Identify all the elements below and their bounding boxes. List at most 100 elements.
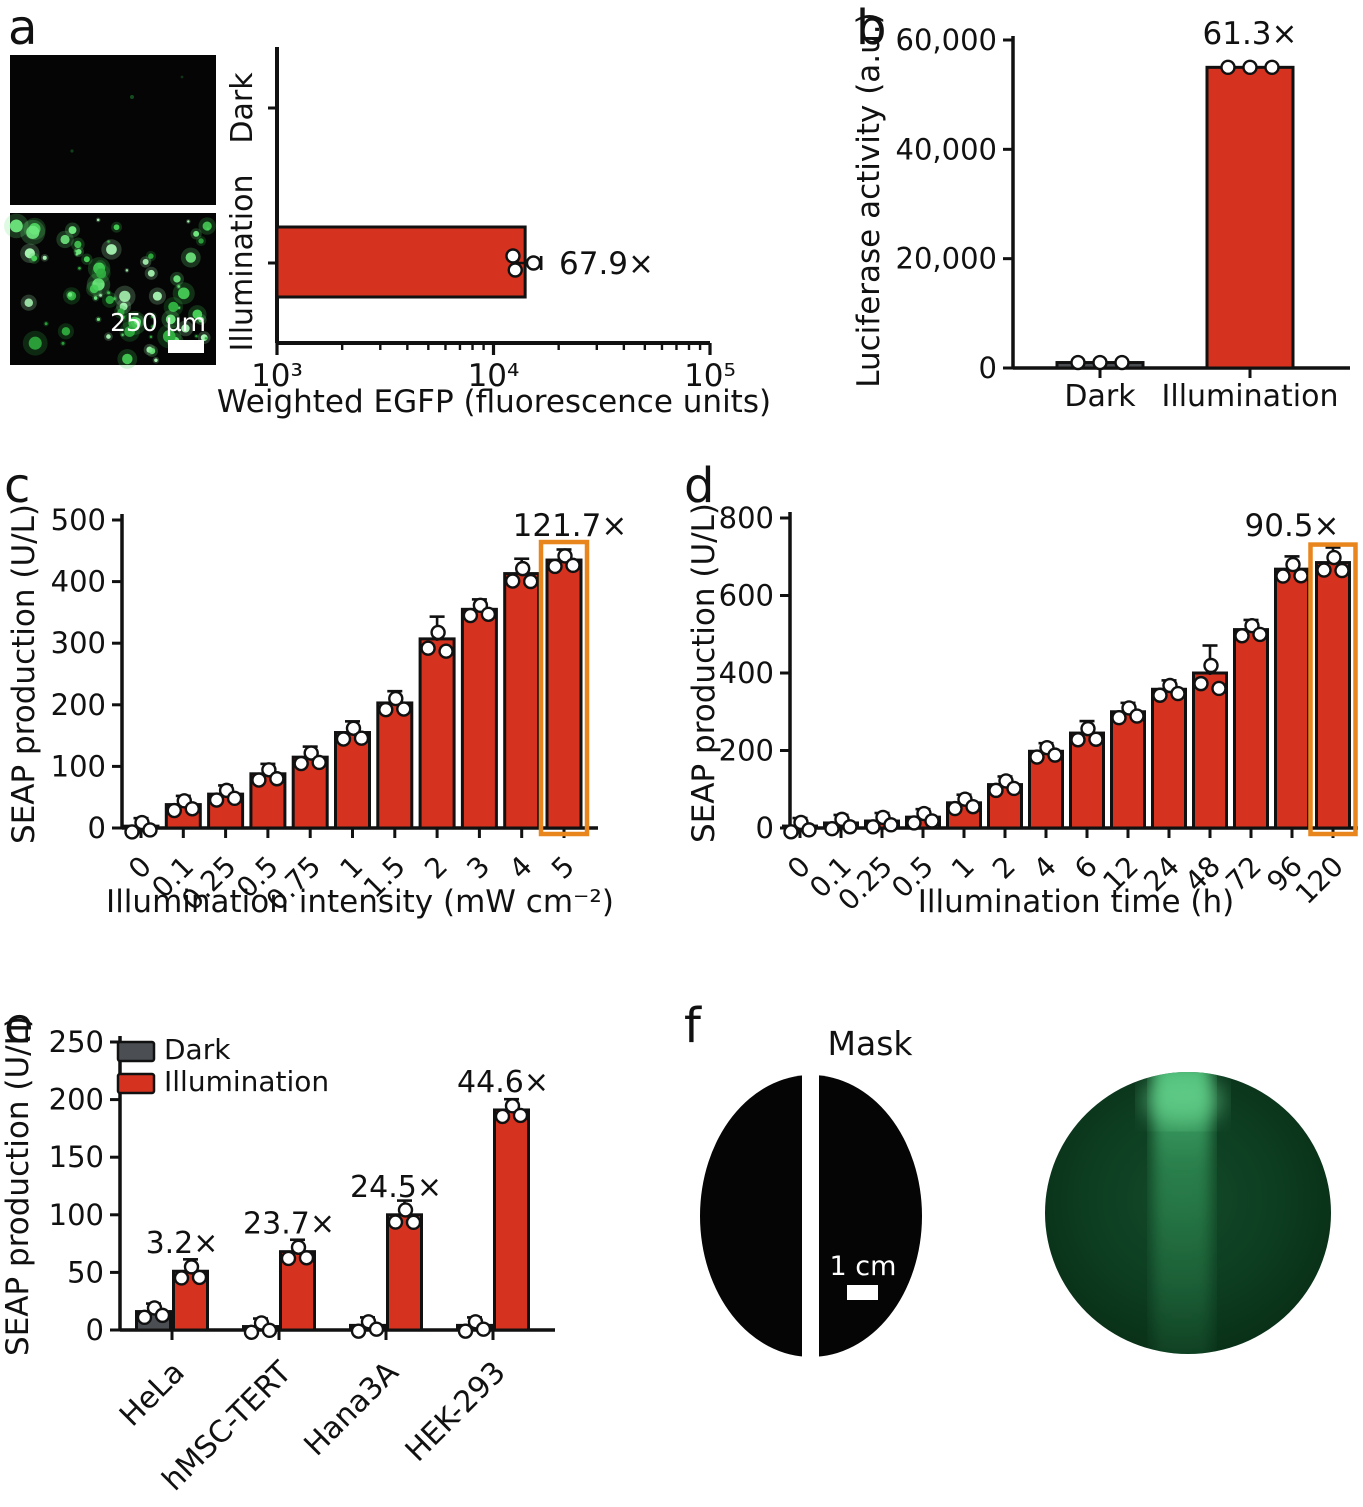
data-point — [387, 1214, 404, 1230]
data-point — [1326, 549, 1342, 566]
data-point — [261, 1322, 278, 1339]
y-tick-label: 50 — [67, 1255, 104, 1289]
bar-illumination-Hana3A — [386, 1213, 423, 1332]
cell-dot — [121, 333, 124, 337]
data-point — [166, 802, 183, 819]
data-point — [226, 790, 243, 807]
cell-dot — [107, 291, 111, 295]
data-point — [1088, 731, 1104, 747]
cell-dot — [28, 336, 42, 350]
data-point — [243, 1324, 260, 1340]
y-tick-label: 300 — [51, 626, 106, 660]
cell-dot — [168, 301, 179, 313]
scale-bar-label: 250 µm — [110, 308, 206, 337]
cell-dot — [119, 290, 131, 303]
x-tick-label: HeLa — [113, 1355, 192, 1434]
cell-dot — [198, 238, 204, 244]
data-point — [906, 815, 922, 831]
data-point — [350, 1323, 367, 1339]
x-tick-label: 2 — [986, 850, 1022, 886]
cell-dot — [177, 285, 181, 288]
fold-annotation: 3.2× — [146, 1226, 219, 1261]
data-point — [420, 640, 436, 656]
data-point — [801, 822, 817, 838]
y-tick-label: 60,000 — [896, 23, 997, 57]
x-tick-label: 5 — [545, 850, 581, 886]
y-axis-title: SEAP production (U/L) — [686, 503, 722, 843]
cell-dot — [78, 266, 81, 270]
data-point — [298, 1250, 315, 1266]
cell-dot — [60, 234, 70, 245]
cell-dot — [99, 293, 102, 297]
data-point — [368, 1321, 385, 1337]
faint-cell-dot — [70, 149, 74, 153]
data-point — [1293, 568, 1309, 584]
y-tick-label: 200 — [49, 1083, 104, 1117]
cell-dot — [154, 358, 158, 363]
cell-dot — [198, 316, 205, 323]
data-point — [475, 1321, 492, 1337]
bar-24 — [1151, 687, 1187, 830]
bar-4 — [503, 572, 541, 830]
cell-dot — [61, 327, 71, 336]
x-tick-label: 3 — [460, 850, 496, 886]
data-point — [1111, 710, 1127, 726]
data-point — [1203, 657, 1219, 674]
data-point — [345, 720, 362, 736]
legend-label: Dark — [164, 1033, 231, 1066]
data-point — [783, 824, 799, 840]
x-tick-label: 4 — [1027, 850, 1063, 886]
data-point — [1170, 685, 1186, 702]
data-point — [547, 558, 563, 575]
y-tick-label: 0 — [88, 811, 106, 845]
cell-dot — [173, 275, 181, 283]
y-tick-label: 250 — [49, 1025, 104, 1059]
bar-12 — [1110, 710, 1146, 830]
data-point — [184, 801, 201, 817]
bar-illumination — [1205, 65, 1295, 370]
cell-dot — [121, 315, 125, 319]
data-point — [504, 1098, 521, 1114]
fluorescent-bright-spot — [1143, 1074, 1223, 1126]
data-point — [303, 745, 319, 761]
data-point — [311, 754, 327, 771]
data-point — [438, 643, 454, 659]
y-tick-label: 200 — [51, 688, 106, 722]
data-point — [154, 1307, 171, 1324]
y-tick-label: 100 — [51, 749, 106, 783]
cell-dot — [61, 341, 65, 345]
data-point — [1152, 687, 1168, 703]
cell-dot — [44, 322, 48, 326]
data-point — [396, 701, 412, 717]
data-point — [397, 1202, 414, 1218]
cell-dot — [24, 298, 34, 307]
y-tick-label: 500 — [51, 503, 106, 537]
data-point — [293, 755, 309, 772]
x-tick-label: 10⁴ — [468, 358, 520, 394]
cell-dot — [124, 326, 135, 337]
x-tick-label: 10³ — [251, 358, 303, 394]
cell-dot — [151, 314, 155, 318]
data-point — [1211, 680, 1227, 697]
scale-bar-label: 1 cm — [830, 1251, 897, 1282]
bar-1.5 — [376, 701, 414, 830]
cell-dot — [193, 230, 200, 237]
data-point — [525, 255, 542, 271]
data-point — [515, 560, 531, 577]
cell-dot — [195, 334, 198, 338]
cell-dot — [142, 258, 149, 265]
data-point — [173, 1270, 190, 1286]
data-point — [883, 817, 899, 833]
y-tick-label: 40,000 — [896, 132, 997, 166]
cell-dot — [9, 219, 23, 233]
cell-dot — [76, 249, 82, 255]
data-point — [1080, 720, 1096, 737]
image-background — [10, 55, 216, 205]
data-point — [865, 819, 881, 835]
data-point — [1220, 59, 1236, 76]
data-point — [388, 690, 404, 707]
data-point — [1114, 354, 1130, 371]
